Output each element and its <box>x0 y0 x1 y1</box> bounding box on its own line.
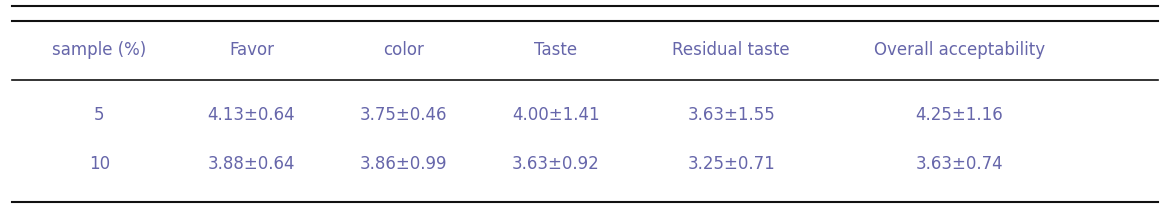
Text: Residual taste: Residual taste <box>673 41 790 59</box>
Text: sample (%): sample (%) <box>53 41 146 59</box>
Text: 3.88±0.64: 3.88±0.64 <box>208 155 295 173</box>
Text: 3.63±0.74: 3.63±0.74 <box>916 155 1003 173</box>
Text: Overall acceptability: Overall acceptability <box>874 41 1045 59</box>
Text: 3.75±0.46: 3.75±0.46 <box>360 106 447 125</box>
Text: 4.25±1.16: 4.25±1.16 <box>915 106 1003 125</box>
Text: 3.86±0.99: 3.86±0.99 <box>360 155 447 173</box>
Text: Taste: Taste <box>535 41 577 59</box>
Text: 5: 5 <box>95 106 104 125</box>
Text: 3.25±0.71: 3.25±0.71 <box>688 155 775 173</box>
Text: 3.63±0.92: 3.63±0.92 <box>512 155 599 173</box>
Text: Favor: Favor <box>229 41 274 59</box>
Text: 3.63±1.55: 3.63±1.55 <box>688 106 775 125</box>
Text: 4.00±1.41: 4.00±1.41 <box>512 106 599 125</box>
Text: 4.13±0.64: 4.13±0.64 <box>208 106 295 125</box>
Text: 10: 10 <box>89 155 110 173</box>
Text: color: color <box>384 41 424 59</box>
